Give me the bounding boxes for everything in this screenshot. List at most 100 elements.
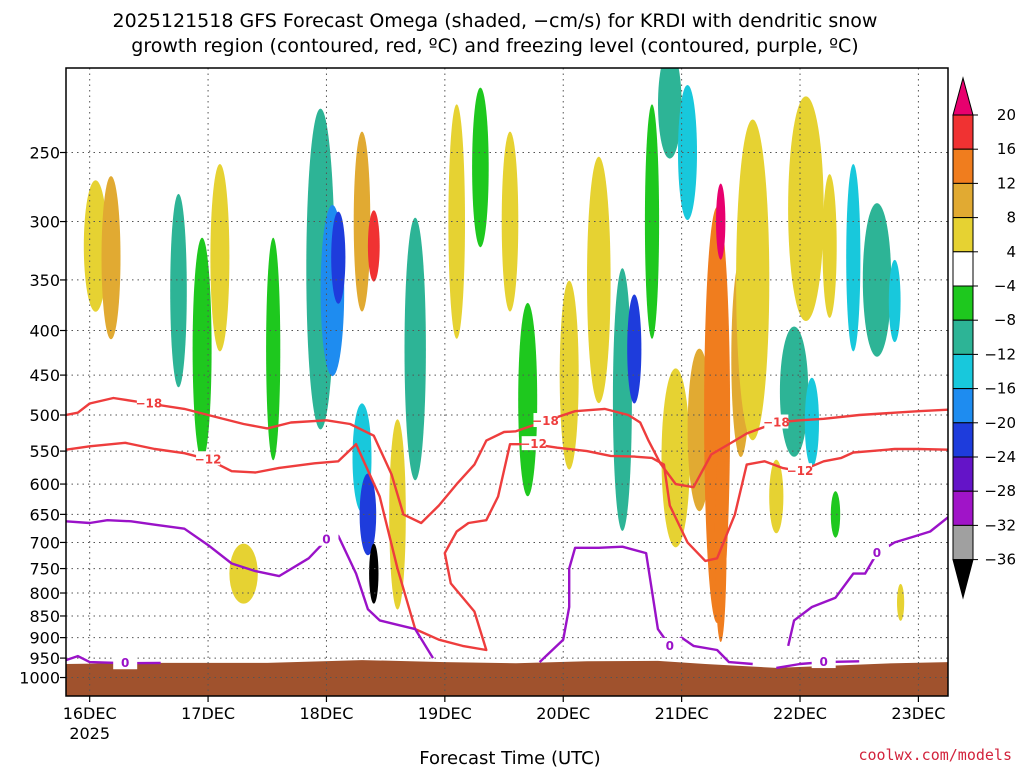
contour-label: 0 — [873, 546, 881, 560]
colorbar-label: −32 — [984, 516, 1016, 534]
y-tick-label: 1000 — [19, 669, 60, 688]
omega-cell — [830, 491, 841, 538]
x-tick-label: 18DEC — [299, 704, 353, 723]
colorbar-segment — [952, 182, 974, 219]
y-tick-label: 900 — [29, 629, 60, 648]
contour-label-bg — [136, 395, 161, 410]
chart-title-line-1: 2025121518 GFS Forecast Omega (shaded, −… — [113, 10, 878, 32]
colorbar-segment — [952, 388, 974, 424]
omega-cell — [101, 176, 121, 340]
colorbar-bottom-arrow — [952, 559, 974, 600]
contour-label-bg — [196, 451, 221, 466]
contour-label: −12 — [520, 437, 547, 451]
omega-cell — [612, 268, 632, 531]
x-tick-label: 19DEC — [418, 704, 472, 723]
grid-lines — [66, 68, 948, 696]
contour-label-bg — [864, 545, 889, 560]
colorbar-label: −28 — [984, 482, 1016, 500]
contour-label: −12 — [787, 464, 814, 478]
contour-label-bg — [113, 655, 138, 670]
colorbar-label: 16 — [997, 140, 1016, 158]
omega-cell — [804, 377, 820, 468]
y-tick-label: 700 — [29, 533, 60, 552]
y-tick-label: 750 — [29, 560, 60, 579]
y-tick-label: 500 — [29, 406, 60, 425]
y-axis: 250 300 350 400 450 500 550 600 650 700 750 800 850 9… — [19, 144, 66, 688]
contour-freezing — [538, 545, 753, 666]
contour-freezing — [66, 519, 435, 659]
plot-frame — [65, 67, 949, 697]
omega-cell — [658, 68, 682, 159]
contour-label-bg — [764, 414, 789, 429]
x-tick-label: 22DEC — [773, 704, 827, 723]
y-tick-label: 400 — [29, 322, 60, 341]
omega-cell — [404, 217, 426, 481]
colorbar-segment — [952, 353, 974, 390]
y-tick-label: 250 — [29, 144, 60, 163]
contour-freezing — [787, 516, 948, 647]
omega-cell — [210, 164, 230, 352]
x-tick-label: 23DEC — [891, 704, 945, 723]
colorbar-label: −36 — [984, 551, 1016, 569]
contour-label: −18 — [763, 416, 790, 430]
colorbar-segment — [952, 148, 974, 184]
contour-label-bg — [521, 436, 546, 451]
credit-link[interactable]: coolwx.com/models — [858, 746, 1012, 764]
colorbar-segment — [952, 217, 974, 253]
y-tick-label: 600 — [29, 475, 60, 494]
y-tick-label: 550 — [29, 442, 60, 461]
chart-title-line-2: growth region (contoured, red, ºC) and f… — [131, 35, 858, 57]
contour-label-bg — [533, 413, 558, 428]
omega-cell — [644, 104, 660, 339]
contour-label: −18 — [135, 396, 162, 410]
y-tick-label: 950 — [29, 649, 60, 668]
y-tick-label: 300 — [29, 213, 60, 232]
omega-cell — [359, 473, 377, 556]
omega-cell — [472, 87, 489, 248]
colorbar-label: 20 — [997, 106, 1016, 124]
contour-label: 0 — [666, 639, 674, 653]
contour-label-bg — [314, 531, 339, 546]
plot-area: −18 −18 −18 −12 −12 −12 0 0 0 0 0 — [65, 67, 949, 697]
colorbar-label: −16 — [984, 380, 1016, 398]
contour-label-bg — [657, 637, 682, 652]
colorbar-segment — [952, 285, 974, 321]
omega-cell — [170, 193, 187, 388]
omega-cell — [229, 543, 258, 604]
x-tick-label: 17DEC — [181, 704, 235, 723]
omega-cell — [518, 302, 538, 497]
x-tick-label: 16DEC — [63, 704, 117, 723]
contour-label: 0 — [820, 655, 828, 669]
omega-cell — [822, 174, 837, 318]
ground-fill — [66, 660, 948, 696]
y-tick-label: 350 — [29, 271, 60, 290]
x-tick-sublabel: 2025 — [69, 724, 110, 743]
contour-label-bg — [788, 463, 813, 478]
y-tick-label: 800 — [29, 584, 60, 603]
omega-cell — [369, 543, 379, 604]
omega-cell — [192, 237, 212, 461]
contour-dgz — [66, 441, 948, 652]
colorbar-segment — [952, 114, 974, 150]
colorbar-segment — [952, 319, 974, 355]
contour-label: −12 — [195, 452, 222, 466]
omega-cell — [83, 180, 108, 312]
omega-cell — [846, 164, 861, 352]
x-axis-title: Forecast Time (UTC) — [419, 748, 600, 768]
omega-cell — [367, 210, 380, 282]
x-tick-label: 21DEC — [655, 704, 709, 723]
omega-cell — [736, 119, 770, 441]
omega-cell — [779, 326, 809, 457]
omega-cell — [788, 96, 824, 321]
colorbar-label: −8 — [994, 311, 1016, 329]
colorbar-segment — [952, 422, 974, 458]
colorbar-label: 12 — [997, 174, 1016, 192]
omega-cell — [587, 156, 611, 404]
omega-cell — [266, 237, 281, 461]
colorbar-segment — [952, 251, 974, 287]
omega-cell — [769, 459, 784, 534]
omega-cell — [888, 259, 901, 343]
colorbar-label: −4 — [994, 277, 1016, 295]
contour-dgz — [66, 396, 948, 525]
